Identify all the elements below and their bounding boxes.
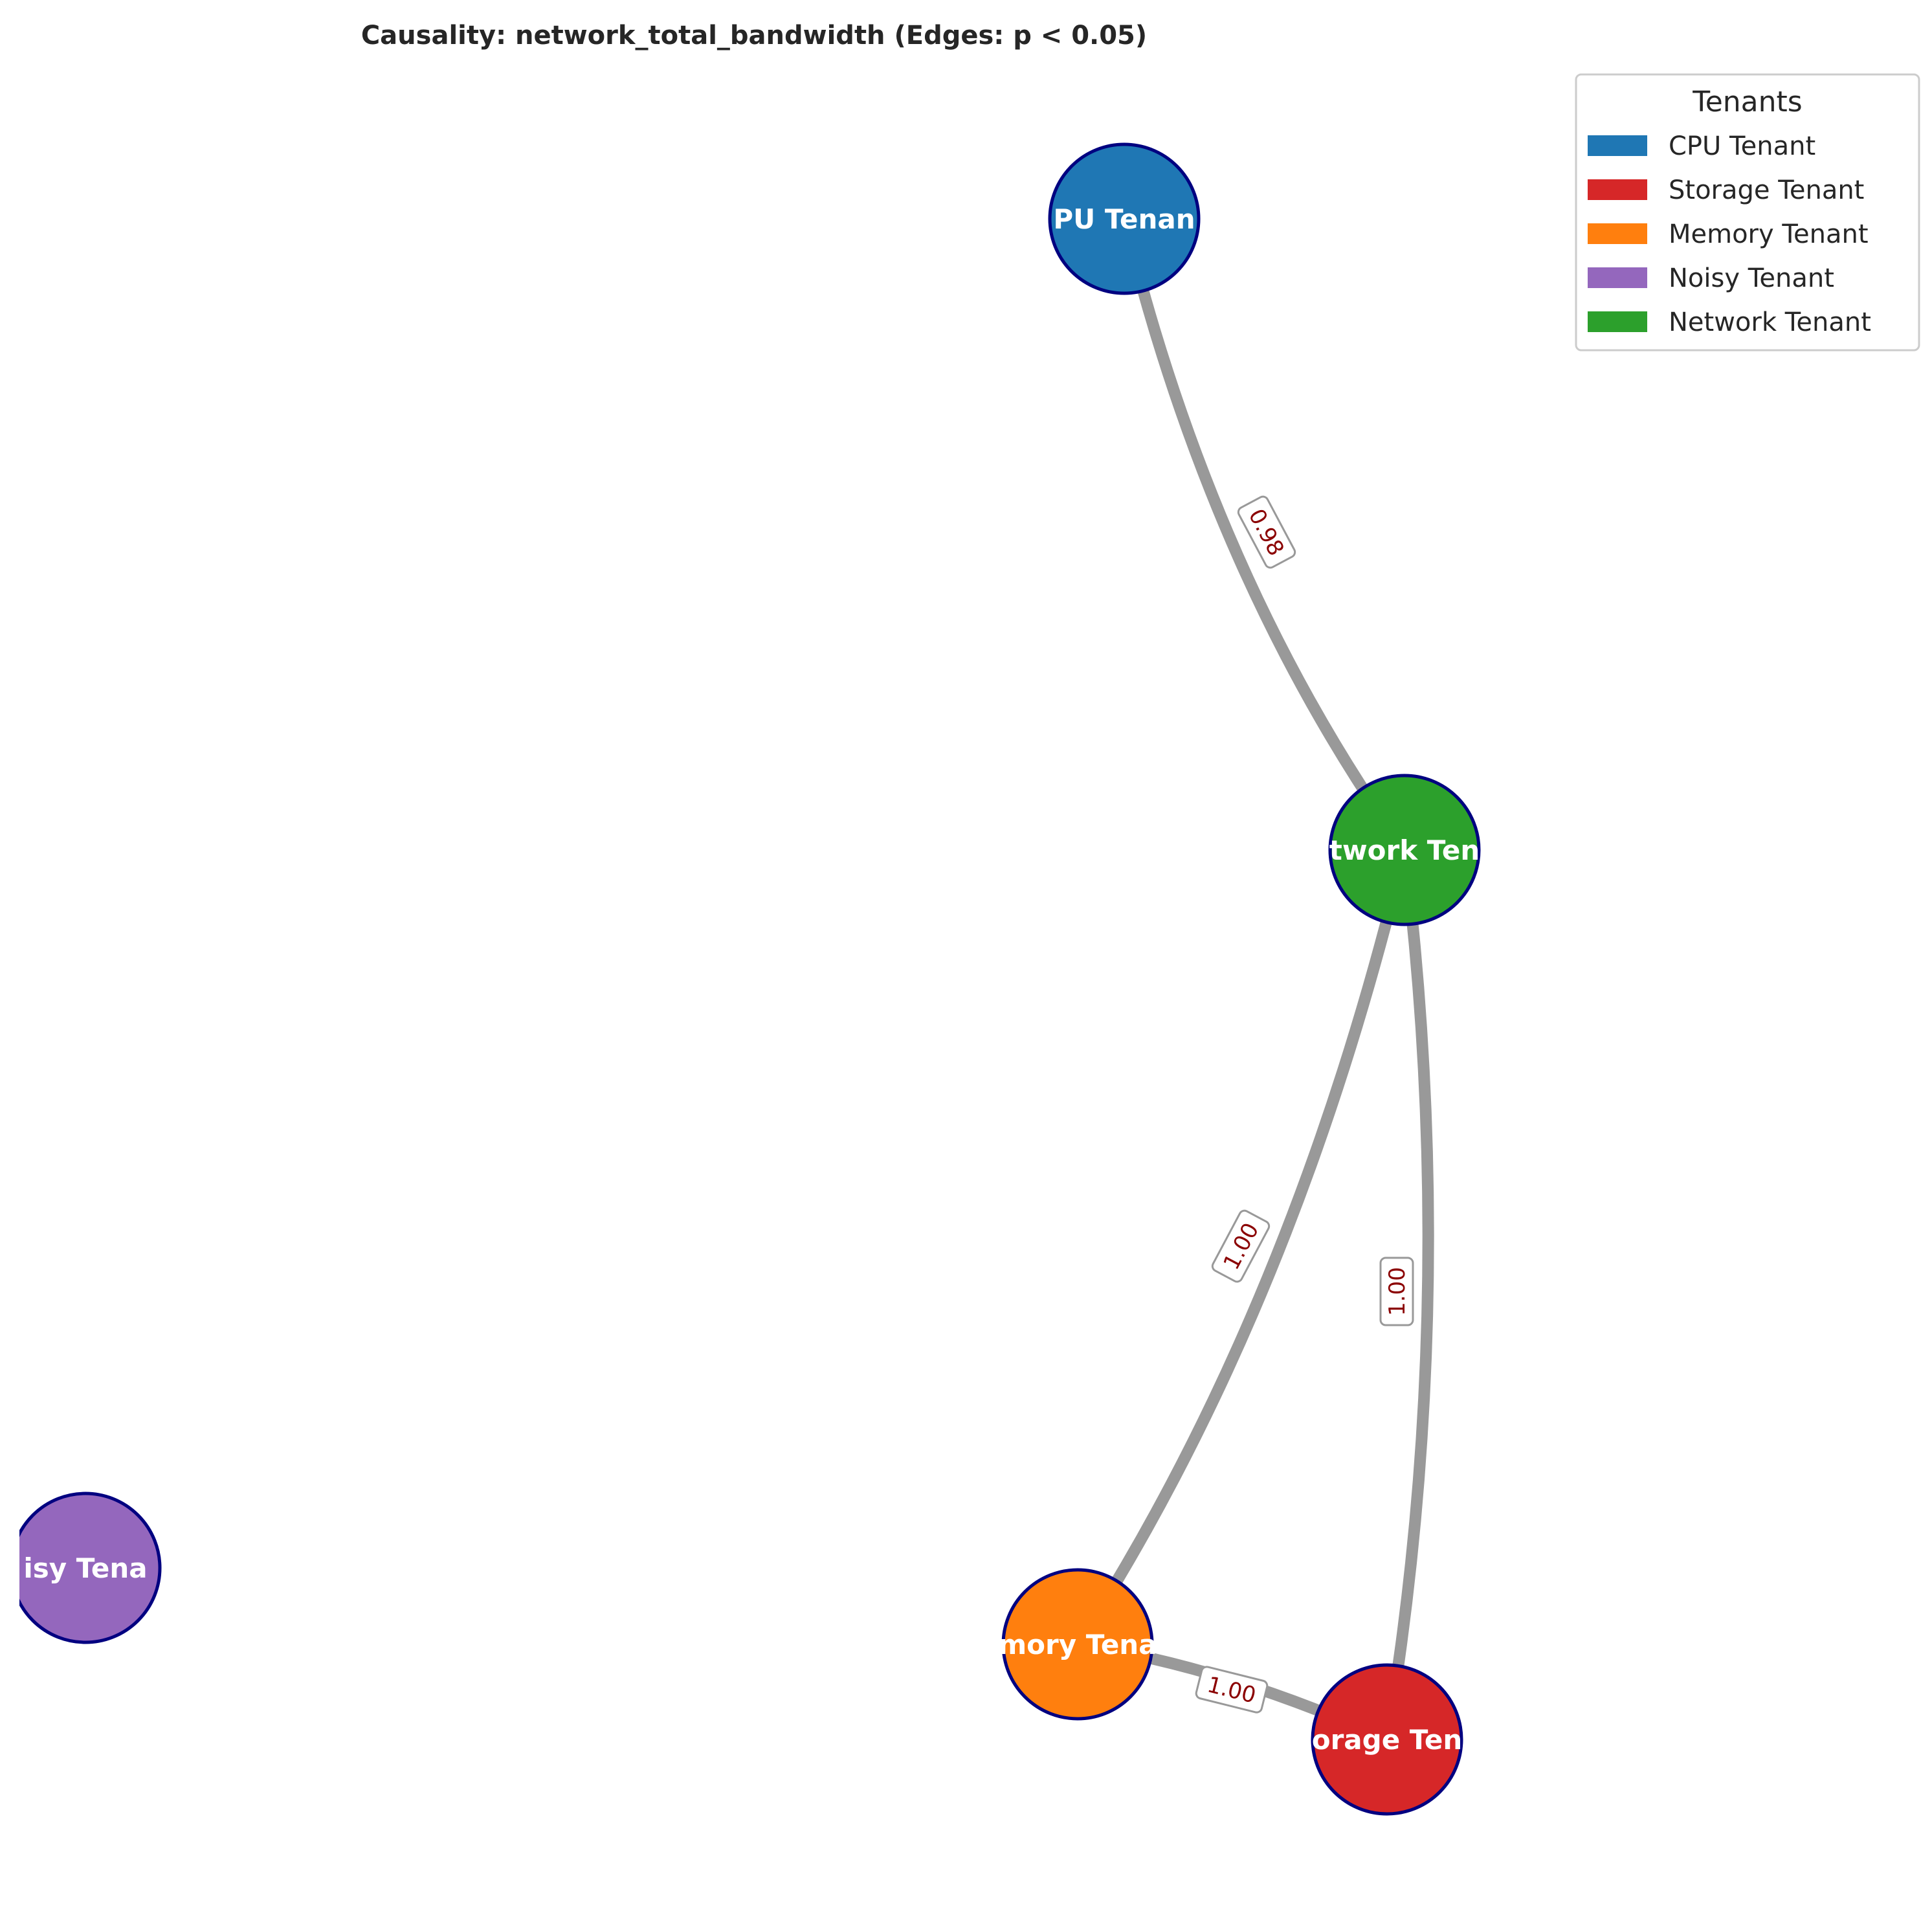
- legend-swatch: [1588, 267, 1647, 288]
- edge-label-box: [1237, 495, 1296, 569]
- node-memory: mory Tena: [998, 1568, 1157, 1721]
- node-label-cpu: PU Tenan: [1053, 203, 1195, 235]
- node-noisy: isy Tena: [19, 1492, 162, 1644]
- node-label-memory: mory Tena: [998, 1629, 1157, 1660]
- chart-title: Causality: network_total_bandwidth (Edge…: [361, 21, 1147, 50]
- node-storage: orage Ten: [1311, 1663, 1463, 1816]
- edge-network-storage: [1381, 849, 1434, 1741]
- legend-swatch: [1588, 311, 1647, 332]
- legend-label: Storage Tenant: [1669, 175, 1864, 205]
- nodes-layer: PU Tenan twork Ten mory Tena orage Ten isy T…: [19, 142, 1481, 1816]
- edge-labels-layer: 0.98 1.00 1.00 1.00: [1195, 495, 1414, 1714]
- node-label-storage: orage Ten: [1312, 1724, 1463, 1756]
- node-label-noisy: isy Tena: [23, 1552, 147, 1584]
- edge-label-box: [1379, 1257, 1414, 1326]
- edge-label-memory-storage: 1.00: [1195, 1666, 1269, 1714]
- node-circle-noisy: [19, 1492, 162, 1644]
- edge-label-box: [1211, 1209, 1271, 1283]
- legend-items: CPU Tenant Storage Tenant Memory Tenant Noi…: [1588, 131, 1871, 337]
- node-circle-network: [1328, 774, 1481, 926]
- legend: Tenants CPU Tenant Storage Tenant Memory T…: [1575, 73, 1920, 352]
- legend-item: Noisy Tenant: [1588, 263, 1834, 293]
- legend-swatch: [1588, 223, 1647, 244]
- legend-label: Network Tenant: [1669, 307, 1871, 337]
- legend-frame: [1575, 73, 1920, 352]
- legend-label: Noisy Tenant: [1669, 263, 1834, 293]
- edge-label-network-storage: 1.00: [1379, 1257, 1414, 1326]
- node-label-network: twork Ten: [1329, 834, 1480, 866]
- edge-cpu-network: [1118, 217, 1410, 854]
- legend-swatch: [1588, 179, 1647, 200]
- legend-label: Memory Tenant: [1669, 219, 1869, 249]
- edges-layer: [1072, 217, 1434, 1745]
- edge-weight-label: 1.00: [1384, 1267, 1410, 1316]
- node-circle-cpu: [1048, 142, 1201, 295]
- legend-item: CPU Tenant: [1588, 131, 1815, 161]
- legend-swatch: [1588, 135, 1647, 156]
- legend-item: Network Tenant: [1588, 307, 1871, 337]
- node-circle-storage: [1311, 1663, 1463, 1816]
- edge-label-box: [1195, 1666, 1269, 1714]
- edge-label-cpu-network: 0.98: [1237, 495, 1296, 569]
- legend-label: CPU Tenant: [1669, 131, 1815, 161]
- edge-network-memory: [1072, 848, 1410, 1648]
- node-circle-memory: [1001, 1568, 1154, 1721]
- legend-item: Storage Tenant: [1588, 175, 1864, 205]
- node-network: twork Ten: [1328, 774, 1481, 926]
- legend-title: Tenants: [1692, 85, 1802, 118]
- edge-label-network-memory: 1.00: [1211, 1209, 1271, 1283]
- legend-item: Memory Tenant: [1588, 219, 1869, 249]
- node-cpu: PU Tenan: [1048, 142, 1201, 295]
